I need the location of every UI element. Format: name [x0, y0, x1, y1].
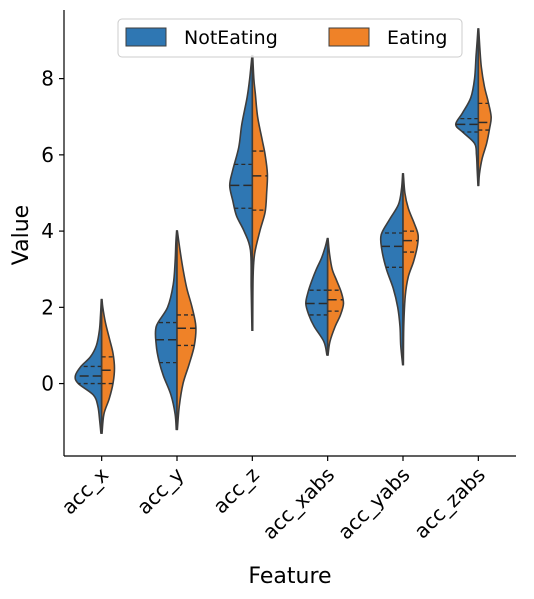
violin-eating-acc_xabs [326, 237, 345, 356]
violin-noteating-acc_y [154, 230, 178, 431]
violin-noteating-acc_z [228, 54, 254, 332]
violin-noteating-acc_x [74, 298, 103, 434]
x-tick-label: acc_zabs [409, 463, 490, 544]
y-tick-label: 4 [41, 219, 54, 243]
legend: NotEating Eating [117, 18, 463, 58]
violin-eating-acc_z [251, 54, 269, 332]
violin-layer [74, 28, 492, 434]
violin-eating-acc_x [100, 298, 116, 434]
x-tick-label: acc_z [208, 463, 264, 519]
legend-label-eating: Eating [387, 27, 447, 49]
legend-label-noteating: NotEating [184, 27, 278, 49]
y-tick-label: 8 [41, 67, 54, 91]
violin-noteating-acc_zabs [454, 28, 480, 187]
violin-noteating-acc_yabs [379, 173, 404, 366]
legend-box [117, 18, 463, 58]
violin-noteating-acc_xabs [305, 237, 329, 356]
x-tick-label: acc_x [57, 462, 114, 519]
x-tick-label: acc_xabs [258, 463, 340, 545]
legend-swatch-eating [328, 27, 370, 47]
violin-eating-acc_y [176, 230, 197, 431]
legend-swatch-noteating [125, 27, 167, 47]
violin-eating-acc_zabs [477, 28, 492, 187]
violin-eating-acc_yabs [402, 173, 420, 366]
x-axis-title: Feature [248, 564, 331, 589]
y-tick-label: 0 [41, 372, 54, 396]
x-tick-label: acc_y [132, 462, 189, 519]
y-tick-label: 6 [41, 143, 54, 167]
x-tick-label: acc_yabs [333, 463, 415, 545]
y-axis-title: Value [9, 205, 34, 265]
y-tick-label: 2 [41, 295, 54, 319]
axes: 0 2 4 6 8 acc_x acc_y acc_zacc_xabsacc_yabsacc_… [41, 10, 516, 544]
